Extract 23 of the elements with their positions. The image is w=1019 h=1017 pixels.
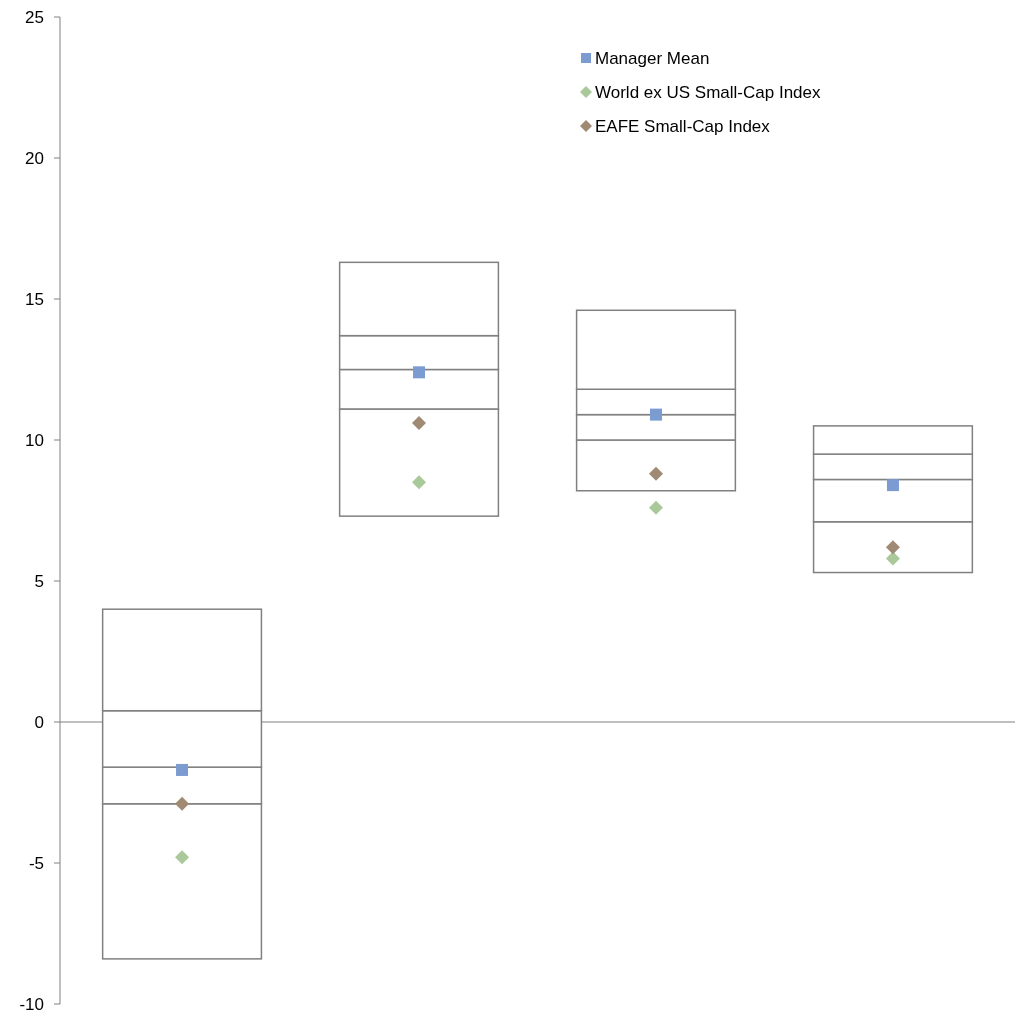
y-tick-label: 25 (25, 7, 44, 27)
point (175, 796, 190, 811)
y-tick-label: -5 (28, 853, 44, 873)
point (648, 466, 663, 481)
legend-label: World ex US Small-Cap Index (595, 82, 821, 102)
point (648, 500, 663, 515)
y-tick-label: 20 (25, 148, 44, 168)
legend-label: Manager Mean (595, 48, 710, 68)
y-tick-label: 0 (34, 712, 44, 732)
legend-label: EAFE Small-Cap Index (595, 116, 771, 136)
point (885, 551, 900, 566)
point (885, 540, 900, 555)
point (412, 416, 427, 431)
y-tick-label: 5 (34, 571, 44, 591)
point (412, 475, 427, 490)
y-tick-label: -10 (19, 994, 44, 1014)
point (413, 366, 426, 379)
y-tick-label: 10 (25, 430, 44, 450)
point (175, 850, 190, 865)
point (649, 408, 662, 421)
point (176, 763, 189, 776)
point (886, 479, 899, 492)
y-tick-label: 15 (25, 289, 44, 309)
